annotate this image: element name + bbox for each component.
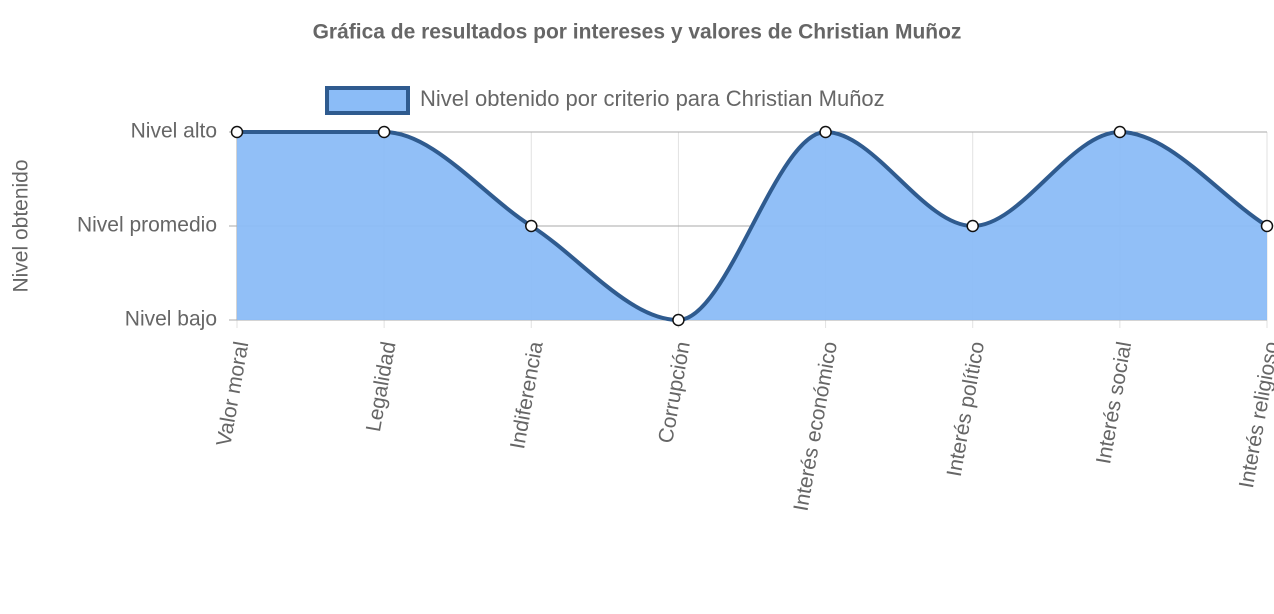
legend-label: Nivel obtenido por criterio para Christi… <box>420 86 885 111</box>
point <box>672 313 685 327</box>
y-axis-label: Nivel obtenido <box>10 159 33 292</box>
point <box>230 125 244 139</box>
line <box>237 129 1269 323</box>
y-tick-label: Nivel promedio <box>77 214 217 237</box>
x-tick-label: Interés económico <box>790 340 842 513</box>
x-tick-label: Interés social <box>1092 340 1136 466</box>
x-tick-label: Valor moral <box>212 340 253 448</box>
x-tick-label: Corrupción <box>654 340 694 445</box>
x-tick-label: Interés religioso <box>1235 340 1274 490</box>
x-tick-label: Interés político <box>943 340 989 478</box>
point <box>525 219 538 233</box>
y-tick-label: Nivel bajo <box>125 308 217 331</box>
point <box>1260 219 1274 233</box>
point <box>966 219 979 233</box>
point <box>819 125 832 139</box>
point <box>377 125 391 139</box>
x-tick-label: Legalidad <box>362 340 400 434</box>
chart-title: Gráfica de resultados por intereses y va… <box>313 21 962 44</box>
y-tick-label: Nivel alto <box>131 120 217 143</box>
point <box>1113 125 1127 139</box>
x-tick-label: Indiferencia <box>506 340 548 451</box>
legend-swatch <box>325 86 410 115</box>
